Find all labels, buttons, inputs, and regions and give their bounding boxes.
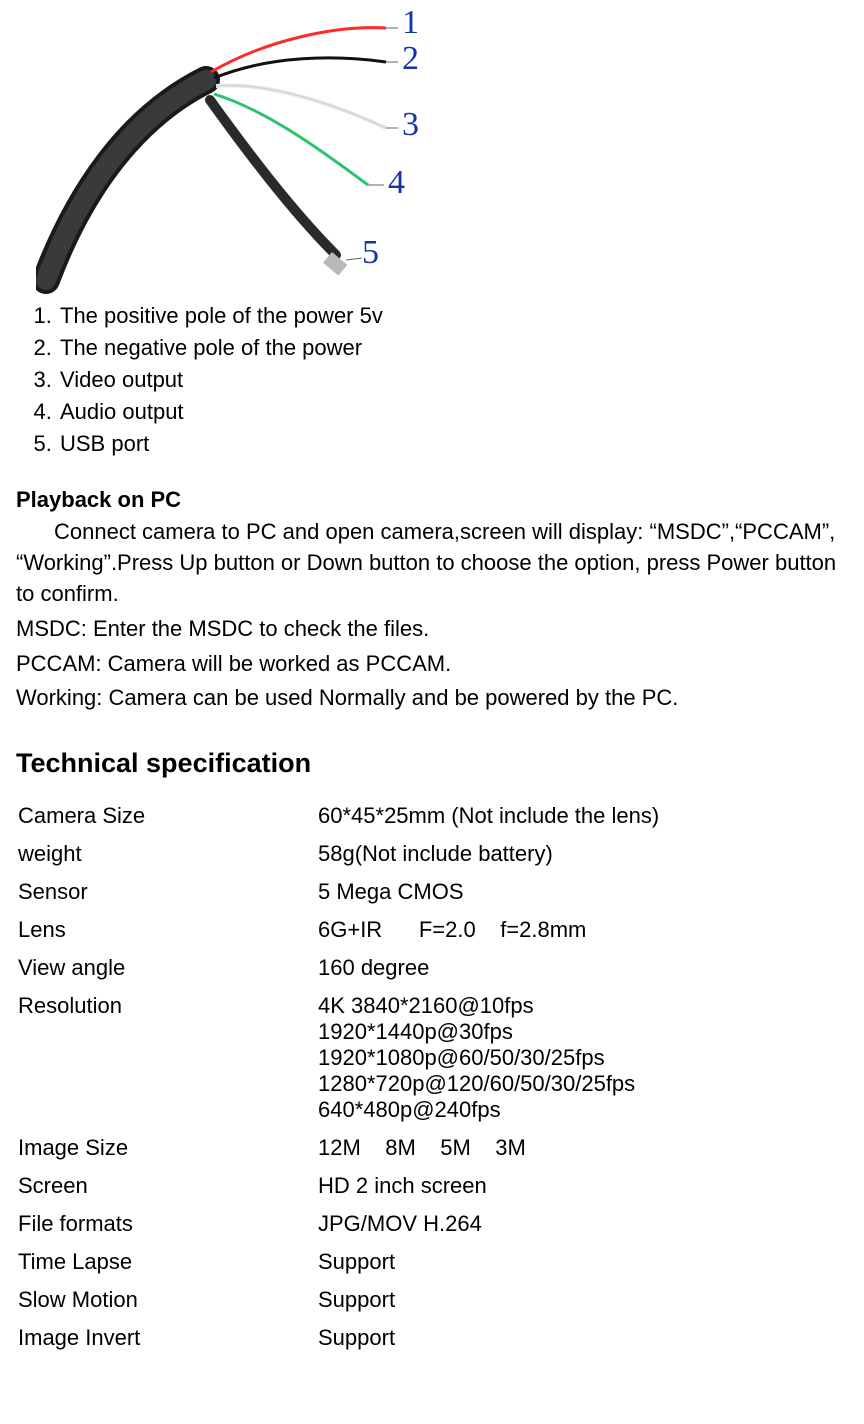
callout-2: 2 xyxy=(402,40,419,78)
document-page: 1 2 3 4 5 The positive pole of the power… xyxy=(0,0,864,1424)
list-item: The negative pole of the power xyxy=(58,332,848,364)
spec-key: Time Lapse xyxy=(18,1243,318,1281)
callout-3: 3 xyxy=(402,106,419,144)
list-item: The positive pole of the power 5v xyxy=(58,300,848,332)
table-row: Image Invert Support xyxy=(18,1319,850,1357)
table-row: Sensor 5 Mega CMOS xyxy=(18,873,850,911)
spec-val: 4K 3840*2160@10fps 1920*1440p@30fps 1920… xyxy=(318,987,850,1129)
callout-4: 4 xyxy=(388,164,405,202)
spec-table: Camera Size 60*45*25mm (Not include the … xyxy=(18,797,850,1357)
spec-key: Screen xyxy=(18,1167,318,1205)
table-row: Image Size 12M 8M 5M 3M xyxy=(18,1129,850,1167)
table-row: File formats JPG/MOV H.264 xyxy=(18,1205,850,1243)
resolution-line: 4K 3840*2160@10fps xyxy=(318,993,850,1019)
table-row: Time Lapse Support xyxy=(18,1243,850,1281)
callout-5: 5 xyxy=(362,234,379,272)
spec-key: View angle xyxy=(18,949,318,987)
spec-val: 58g(Not include battery) xyxy=(318,835,850,873)
table-row: weight 58g(Not include battery) xyxy=(18,835,850,873)
table-row: Screen HD 2 inch screen xyxy=(18,1167,850,1205)
spec-val: JPG/MOV H.264 xyxy=(318,1205,850,1243)
spec-val: 12M 8M 5M 3M xyxy=(318,1129,850,1167)
cable-diagram: 1 2 3 4 5 xyxy=(16,0,848,300)
spec-key: Camera Size xyxy=(18,797,318,835)
playback-heading: Playback on PC xyxy=(16,487,848,513)
pin-legend: The positive pole of the power 5v The ne… xyxy=(24,300,848,459)
spec-key: Resolution xyxy=(18,987,318,1129)
resolution-line: 640*480p@240fps xyxy=(318,1097,850,1123)
table-row: Lens 6G+IR F=2.0 f=2.8mm xyxy=(18,911,850,949)
spec-val: Support xyxy=(318,1319,850,1357)
playback-body: Connect camera to PC and open camera,scr… xyxy=(16,517,848,609)
resolution-line: 1920*1440p@30fps xyxy=(318,1019,850,1045)
table-row: Resolution 4K 3840*2160@10fps 1920*1440p… xyxy=(18,987,850,1129)
spec-key: Image Invert xyxy=(18,1319,318,1357)
spec-val: Support xyxy=(318,1243,850,1281)
spec-key: Slow Motion xyxy=(18,1281,318,1319)
spec-val: 6G+IR F=2.0 f=2.8mm xyxy=(318,911,850,949)
list-item: Audio output xyxy=(58,396,848,428)
resolution-line: 1280*720p@120/60/50/30/25fps xyxy=(318,1071,850,1097)
callout-1: 1 xyxy=(402,4,419,42)
playback-line: Working: Camera can be used Normally and… xyxy=(16,683,848,714)
tech-spec-heading: Technical specification xyxy=(16,748,848,779)
playback-line: MSDC: Enter the MSDC to check the files. xyxy=(16,614,848,645)
spec-val: 5 Mega CMOS xyxy=(318,873,850,911)
playback-line: PCCAM: Camera will be worked as PCCAM. xyxy=(16,649,848,680)
spec-val: 60*45*25mm (Not include the lens) xyxy=(318,797,850,835)
resolution-line: 1920*1080p@60/50/30/25fps xyxy=(318,1045,850,1071)
list-item: Video output xyxy=(58,364,848,396)
list-item: USB port xyxy=(58,428,848,460)
spec-key: File formats xyxy=(18,1205,318,1243)
spec-key: Sensor xyxy=(18,873,318,911)
spec-val: HD 2 inch screen xyxy=(318,1167,850,1205)
table-row: Slow Motion Support xyxy=(18,1281,850,1319)
table-row: View angle 160 degree xyxy=(18,949,850,987)
table-row: Camera Size 60*45*25mm (Not include the … xyxy=(18,797,850,835)
spec-key: Image Size xyxy=(18,1129,318,1167)
spec-val: 160 degree xyxy=(318,949,850,987)
spec-key: Lens xyxy=(18,911,318,949)
spec-key: weight xyxy=(18,835,318,873)
spec-val: Support xyxy=(318,1281,850,1319)
